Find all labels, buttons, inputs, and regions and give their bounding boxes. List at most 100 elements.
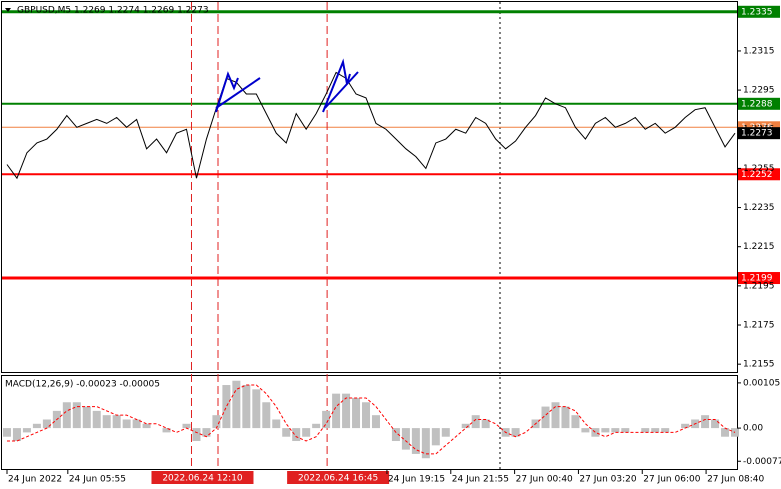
marker-label-box xyxy=(151,471,254,484)
macd-bar xyxy=(162,428,171,433)
y-tick-label: 1.2155 xyxy=(743,360,775,370)
macd-bar xyxy=(142,423,151,429)
menu-arrow xyxy=(5,8,11,12)
macd-bar xyxy=(621,428,630,433)
macd-bar xyxy=(92,410,101,429)
macd-bar xyxy=(282,428,291,437)
x-tick-label: 27 Jun 06:00 xyxy=(643,475,700,485)
level-label-box xyxy=(738,5,780,18)
x-tick-label: 27 Jun 00:40 xyxy=(516,475,573,485)
macd-bar xyxy=(401,428,410,450)
macd-bar xyxy=(222,385,231,429)
macd-bar xyxy=(302,428,311,437)
plot-layer xyxy=(2,2,780,470)
x-tick-label: 27 Jun 03:20 xyxy=(579,475,636,485)
macd-bar xyxy=(551,402,560,429)
macd-bar xyxy=(611,428,620,433)
macd-bar xyxy=(541,406,550,429)
macd-bar xyxy=(322,410,331,429)
macd-bar xyxy=(641,428,650,433)
macd-bar xyxy=(651,428,660,433)
macd-bar xyxy=(62,402,71,429)
y-tick-label: 1.2295 xyxy=(743,86,775,96)
y-tick-label: -0.00077 xyxy=(743,457,781,467)
y-tick-label: 0.00 xyxy=(743,424,763,434)
macd-bar xyxy=(661,428,670,433)
level-label-box xyxy=(738,168,780,181)
x-tick-label: 24 Jun 19:15 xyxy=(388,475,445,485)
macd-bar xyxy=(12,428,21,442)
macd-bar xyxy=(342,393,351,429)
current-price-box xyxy=(738,127,780,140)
macd-bar xyxy=(242,385,251,429)
macd-bar xyxy=(481,419,490,429)
macd-bar xyxy=(102,415,111,429)
level-label: 1.2335 xyxy=(741,7,773,17)
level-label-box xyxy=(738,97,780,110)
macd-bar xyxy=(471,415,480,429)
marker-label: 2022.06.24 16:45 xyxy=(298,474,378,484)
macd-title: MACD(12,26,9) -0.00023 -0.00005 xyxy=(5,380,160,390)
x-tick-label: 24 Jun 05:55 xyxy=(69,475,126,485)
macd-bar xyxy=(581,428,590,433)
y-tick-label: 1.2255 xyxy=(743,164,775,174)
macd-panel-frame xyxy=(1,375,738,470)
macd-bar xyxy=(332,393,341,429)
level-label-box xyxy=(738,272,780,285)
y-tick-label: 1.2195 xyxy=(743,281,775,291)
x-tick-label: 24 Jun 2022 xyxy=(8,475,62,485)
y-tick-label: 1.2175 xyxy=(743,321,775,331)
trend-line xyxy=(215,77,261,109)
macd-bar xyxy=(711,419,720,429)
trend-line xyxy=(215,71,239,113)
macd-bar xyxy=(202,428,211,437)
chart-title: GBPUSD,M5 1.2269 1.2274 1.2269 1.2273 xyxy=(17,6,209,16)
y-tick-label: 0.00105 xyxy=(743,378,780,388)
macd-bar xyxy=(272,419,281,429)
trend-line xyxy=(324,71,359,109)
price-line xyxy=(6,71,736,180)
level-label: 1.2288 xyxy=(741,99,773,109)
macd-bar xyxy=(232,380,241,429)
macd-bar xyxy=(212,415,221,429)
y-tick-label: 1.2315 xyxy=(743,46,775,56)
marker-label: 2022.06.24 12:10 xyxy=(162,474,243,484)
level-label: 1.2199 xyxy=(741,274,773,284)
macd-bar xyxy=(32,423,41,429)
trend-line xyxy=(322,58,351,113)
macd-bar xyxy=(122,419,131,429)
macd-bar xyxy=(421,428,430,459)
level-label: 1.2252 xyxy=(741,170,773,180)
macd-bar xyxy=(72,402,81,429)
macd-bar xyxy=(571,415,580,429)
macd-bar xyxy=(312,423,321,429)
macd-bar xyxy=(371,415,380,429)
macd-bar xyxy=(721,428,730,437)
macd-bar xyxy=(601,428,610,433)
current-price-label: 1.2273 xyxy=(741,129,773,139)
macd-bar xyxy=(292,428,301,442)
macd-bar xyxy=(112,415,121,429)
macd-bar xyxy=(22,428,31,433)
macd-bar xyxy=(431,428,440,446)
macd-bar xyxy=(461,423,470,429)
macd-bar xyxy=(561,406,570,429)
macd-bar xyxy=(42,419,51,429)
x-tick-label: 27 Jun 08:40 xyxy=(707,475,764,485)
macd-bar xyxy=(362,402,371,429)
x-tick-label: 24 Jun 21:55 xyxy=(452,475,509,485)
macd-bar xyxy=(82,406,91,429)
macd-bar xyxy=(681,423,690,429)
macd-bar xyxy=(182,423,191,429)
macd-bar xyxy=(2,428,11,437)
macd-bar xyxy=(411,428,420,454)
y-tick-label: 1.2215 xyxy=(743,242,775,252)
macd-bar xyxy=(252,389,261,429)
macd-bar xyxy=(391,428,400,442)
macd-bar xyxy=(441,428,450,437)
macd-bar xyxy=(192,428,201,442)
marker-label-box xyxy=(287,471,390,484)
macd-bar xyxy=(352,397,361,429)
